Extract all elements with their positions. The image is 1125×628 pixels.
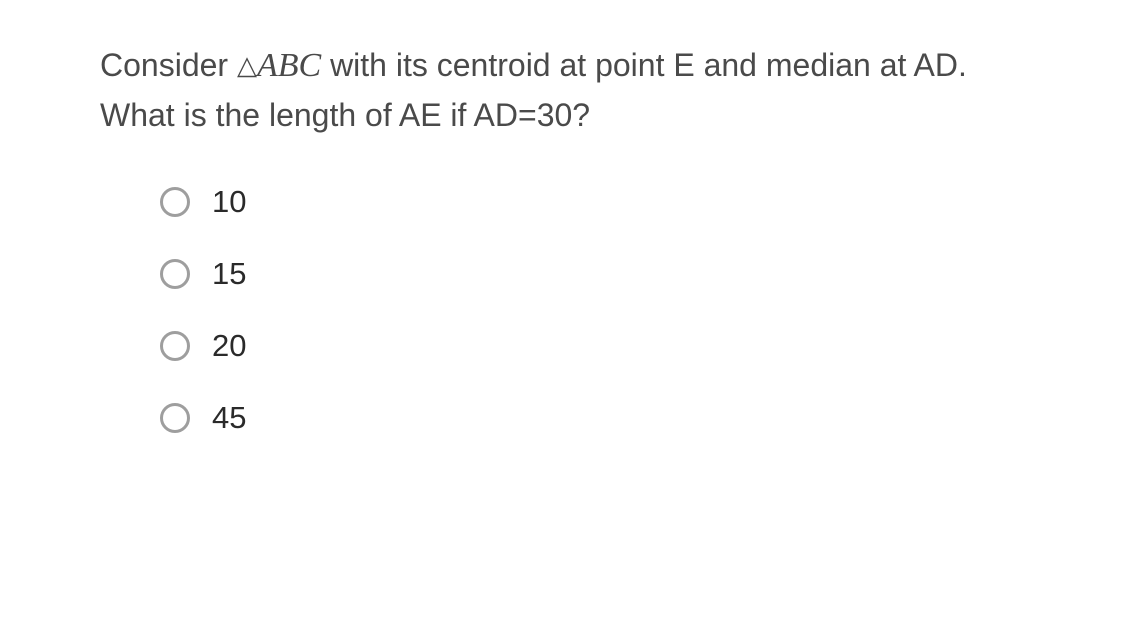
- triangle-symbol: △: [237, 46, 257, 85]
- radio-button[interactable]: [160, 331, 190, 361]
- option-label: 10: [212, 184, 246, 220]
- option-label: 15: [212, 256, 246, 292]
- question-text: Consider △ABC with its centroid at point…: [100, 40, 1025, 139]
- question-prefix: Consider: [100, 47, 237, 83]
- triangle-name: ABC: [257, 47, 321, 84]
- options-container: 10 15 20 45: [100, 184, 1025, 436]
- option-row[interactable]: 45: [160, 400, 1025, 436]
- option-row[interactable]: 10: [160, 184, 1025, 220]
- option-label: 20: [212, 328, 246, 364]
- radio-button[interactable]: [160, 187, 190, 217]
- option-row[interactable]: 20: [160, 328, 1025, 364]
- option-row[interactable]: 15: [160, 256, 1025, 292]
- radio-button[interactable]: [160, 403, 190, 433]
- option-label: 45: [212, 400, 246, 436]
- radio-button[interactable]: [160, 259, 190, 289]
